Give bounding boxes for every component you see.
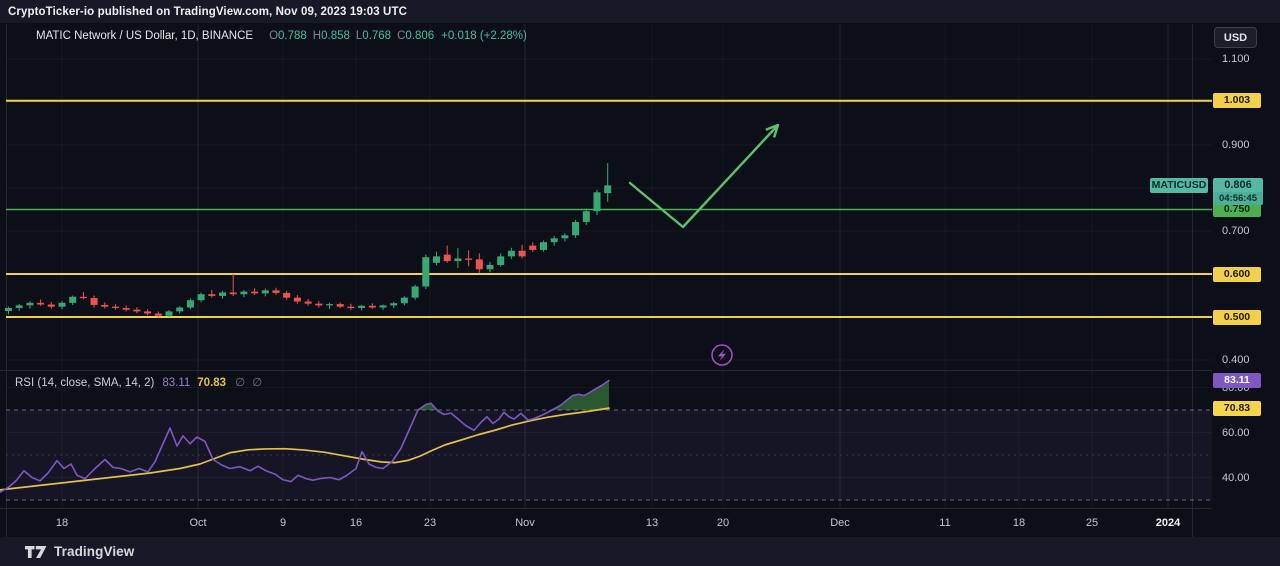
- chart-widget: MATIC Network / US Dollar, 1D, BINANCE O0…: [0, 23, 1280, 538]
- price-scale-label: 1.100: [1222, 53, 1250, 65]
- attribution-text: CryptoTicker-io published on TradingView…: [8, 5, 407, 18]
- rsi-value-pill: 83.11: [1213, 373, 1261, 388]
- price-scale-label: 0.400: [1222, 354, 1250, 366]
- last-price-value: 0.806: [1213, 177, 1263, 192]
- symbol-legend: MATIC Network / US Dollar, 1D, BINANCE O0…: [36, 30, 527, 42]
- rsi-title: RSI (14, close, SMA, 14, 2): [15, 377, 155, 389]
- rsi-placeholder-2: ∅: [252, 377, 263, 389]
- price-scale-label: 0.900: [1222, 139, 1250, 151]
- rsi-value-pill: 70.83: [1213, 400, 1261, 416]
- low-value: 0.768: [362, 30, 392, 42]
- high-label: H: [312, 30, 322, 42]
- time-scale-label: 18: [1012, 517, 1026, 529]
- high-value: 0.858: [321, 30, 350, 42]
- price-level-pill: 0.750: [1213, 202, 1261, 217]
- last-price-box: 0.806 04:56:45: [1213, 177, 1263, 205]
- currency-toggle-button[interactable]: USD: [1214, 27, 1257, 48]
- time-scale-label: 20: [716, 517, 730, 529]
- time-scale-label: 2024: [1155, 517, 1181, 529]
- time-scale-label: Oct: [189, 517, 207, 529]
- time-scale-label: 9: [279, 517, 287, 529]
- price-scale-label: 0.700: [1222, 225, 1250, 237]
- close-value: 0.806: [405, 30, 435, 42]
- countdown-timer: 04:56:45: [1213, 191, 1263, 205]
- low-label: L: [355, 30, 363, 42]
- open-label: O: [269, 30, 279, 42]
- rsi-value: 83.11: [162, 377, 191, 389]
- time-scale-label: 11: [939, 517, 951, 529]
- tradingview-wordmark[interactable]: TradingView: [54, 544, 135, 559]
- attribution-bar: CryptoTicker-io published on TradingView…: [0, 0, 1280, 24]
- time-scale-label: Dec: [830, 517, 850, 529]
- rsi-legend: RSI (14, close, SMA, 14, 2) 83.11 70.83 ∅ ∅: [15, 375, 269, 389]
- rsi-sma-value: 70.83: [197, 377, 227, 389]
- symbol-price-tag: MATICUSD: [1150, 177, 1208, 193]
- time-scale-label: Nov: [515, 517, 535, 529]
- footer-bar: TradingView: [0, 537, 1280, 566]
- time-scale-label: 13: [645, 517, 659, 529]
- close-label: C: [397, 30, 406, 42]
- time-scale-label: 16: [349, 517, 363, 529]
- symbol-title: MATIC Network / US Dollar, 1D, BINANCE: [36, 30, 254, 42]
- chart-canvas[interactable]: [0, 24, 1212, 537]
- tradingview-logo-icon[interactable]: [25, 545, 47, 559]
- price-level-pill: 1.003: [1213, 93, 1261, 109]
- change-value: +0.018 (+2.28%): [441, 30, 527, 42]
- time-scale-label: 18: [55, 517, 69, 529]
- rsi-placeholder-1: ∅: [235, 377, 246, 389]
- price-level-pill: 0.500: [1213, 309, 1261, 325]
- time-scale-label: 25: [1085, 517, 1099, 529]
- time-scale-label: 23: [423, 517, 437, 529]
- open-value: 0.788: [278, 30, 307, 42]
- rsi-scale-label: 40.00: [1222, 471, 1250, 484]
- rsi-scale-label: 60.00: [1222, 426, 1250, 439]
- price-level-pill: 0.600: [1213, 266, 1261, 282]
